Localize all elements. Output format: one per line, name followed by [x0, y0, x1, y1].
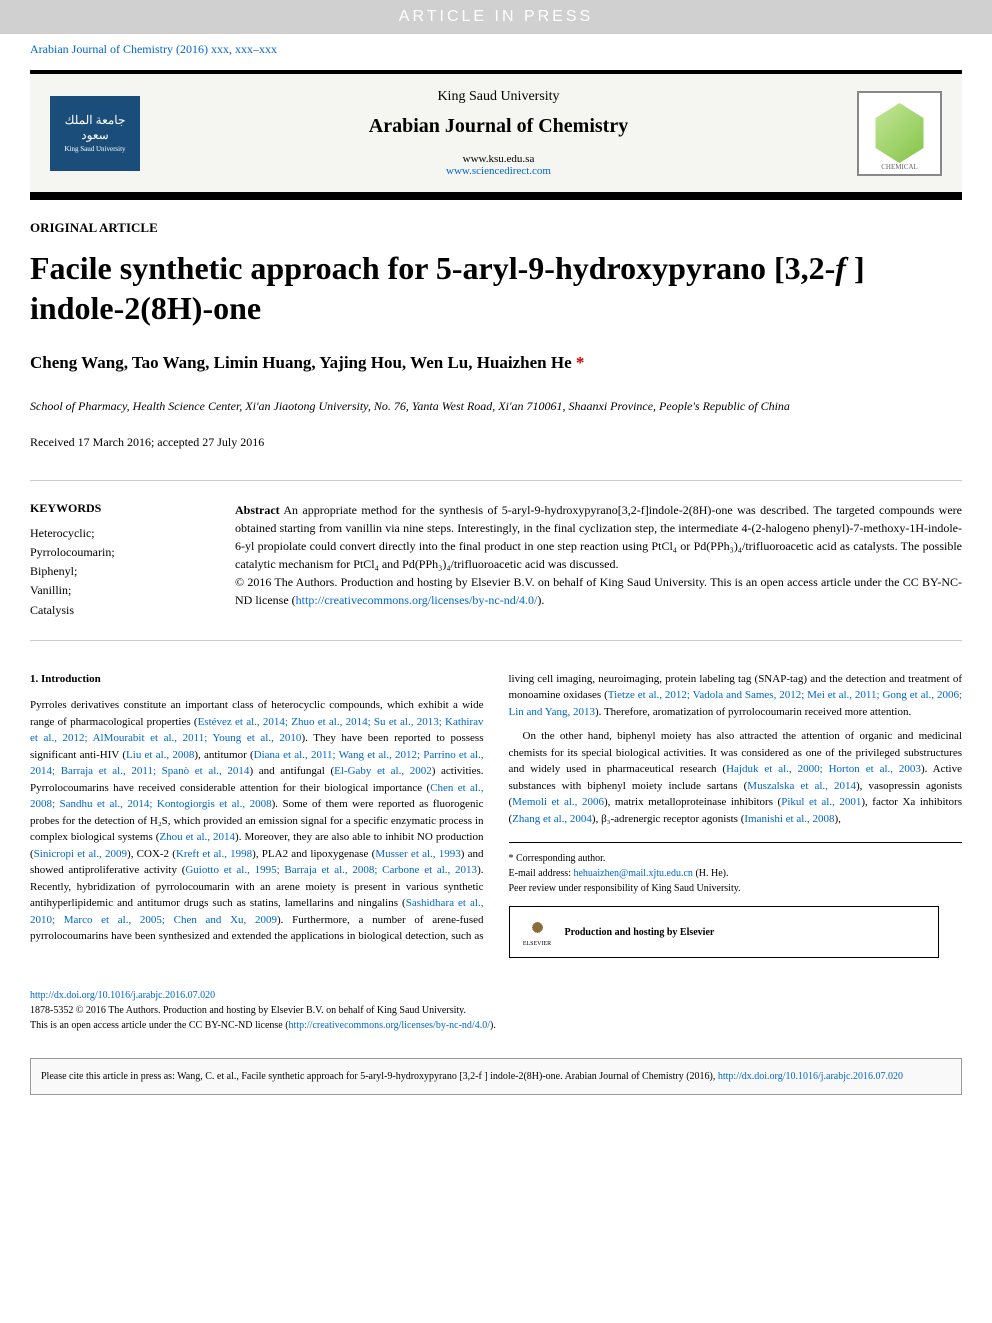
url-ksu: www.ksu.edu.sa — [140, 153, 857, 165]
journal-urls: www.ksu.edu.sa www.sciencedirect.com — [140, 153, 857, 177]
intro-text: ) and antifungal ( — [249, 765, 334, 777]
keywords-panel: KEYWORDS Heterocyclic; Pyrrolocoumarin; … — [30, 501, 210, 620]
oa-close: ). — [490, 1020, 496, 1031]
journal-reference: Arabian Journal of Chemistry (2016) xxx,… — [0, 34, 992, 65]
citation-link[interactable]: Musser et al., 1993 — [375, 848, 460, 860]
url-sciencedirect[interactable]: www.sciencedirect.com — [140, 165, 857, 177]
email-name: (H. He). — [693, 868, 729, 879]
corresponding-author: * Corresponding author. — [509, 851, 963, 866]
university-name: King Saud University — [140, 89, 857, 105]
cite-doi-link[interactable]: http://dx.doi.org/10.1016/j.arabjc.2016.… — [718, 1071, 903, 1082]
article-type: ORIGINAL ARTICLE — [30, 220, 962, 236]
abstract-close: ). — [537, 593, 544, 607]
article-dates: Received 17 March 2016; accepted 27 July… — [30, 435, 962, 450]
corresponding-star: * — [572, 353, 585, 372]
author-list: Cheng Wang, Tao Wang, Limin Huang, Yajin… — [30, 353, 572, 372]
abstract-label: Abstract — [235, 503, 280, 517]
intro-text: ), β₃-adrenergic receptor agonists ( — [592, 813, 744, 825]
email-line: E-mail address: hehuaizhen@mail.xjtu.edu… — [509, 866, 963, 881]
footnotes: * Corresponding author. E-mail address: … — [509, 842, 963, 958]
ksu-english-text: King Saud University — [64, 145, 125, 153]
citation-link[interactable]: Muszalska et al., 2014 — [747, 780, 856, 792]
ksu-logo: جامعة الملك سعود King Saud University — [50, 96, 140, 171]
body-columns: 1. Introduction Pyrroles derivatives con… — [30, 671, 962, 959]
hosting-box: ELSEVIER Production and hosting by Elsev… — [509, 906, 940, 958]
citation-link[interactable]: Memoli et al., 2006 — [512, 796, 604, 808]
chemical-label: CHEMICAL — [881, 163, 918, 171]
citation-link[interactable]: Zhou et al., 2014 — [159, 831, 235, 843]
citation-box: Please cite this article in press as: Wa… — [30, 1058, 962, 1095]
bottom-section: http://dx.doi.org/10.1016/j.arabjc.2016.… — [0, 988, 992, 1048]
abstract-text: Abstract An appropriate method for the s… — [235, 501, 962, 620]
cc-license-link[interactable]: http://creativecommons.org/licenses/by-n… — [296, 593, 538, 607]
title-part1: Facile synthetic approach for 5-aryl-9-h… — [30, 250, 835, 286]
header-divider — [30, 192, 962, 200]
citation-link[interactable]: Liu et al., 2008 — [126, 749, 194, 761]
cite-text: Please cite this article in press as: Wa… — [41, 1071, 718, 1082]
citation-link[interactable]: Hajduk et al., 2000; Horton et al., 2003 — [726, 763, 921, 775]
journal-name: Arabian Journal of Chemistry — [140, 115, 857, 138]
open-access-line: This is an open access article under the… — [30, 1018, 962, 1033]
citation-link[interactable]: Zhang et al., 2004 — [512, 813, 592, 825]
intro-para2: On the other hand, biphenyl moiety has a… — [509, 728, 963, 827]
journal-header: جامعة الملك سعود King Saud University Ki… — [30, 70, 962, 192]
citation-link[interactable]: Imanishi et al., 2008 — [744, 813, 834, 825]
intro-text: ), — [835, 813, 841, 825]
elsevier-text: ELSEVIER — [523, 940, 551, 949]
citation-link[interactable]: Kreft et al., 1998 — [176, 848, 252, 860]
oa-text: This is an open access article under the… — [30, 1020, 289, 1031]
intro-text: ), antitumor ( — [194, 749, 253, 761]
header-center: King Saud University Arabian Journal of … — [140, 89, 857, 177]
chemical-logo: CHEMICAL — [857, 91, 942, 176]
email-link[interactable]: hehuaizhen@mail.xjtu.edu.cn — [573, 868, 692, 879]
keywords-title: KEYWORDS — [30, 501, 210, 516]
elsevier-tree-icon — [525, 915, 550, 940]
intro-title: 1. Introduction — [30, 671, 484, 688]
article-in-press-banner: ARTICLE IN PRESS — [0, 0, 992, 34]
keywords-list: Heterocyclic; Pyrrolocoumarin; Biphenyl;… — [30, 524, 210, 620]
citation-link[interactable]: El-Gaby et al., 2002 — [334, 765, 432, 777]
affiliation: School of Pharmacy, Health Science Cente… — [30, 398, 962, 415]
issn-copyright: 1878-5352 © 2016 The Authors. Production… — [30, 1003, 962, 1018]
intro-text: ), COX-2 ( — [127, 848, 176, 860]
citation-link[interactable]: Sinicropi et al., 2009 — [34, 848, 127, 860]
hosting-text: Production and hosting by Elsevier — [565, 925, 715, 940]
title-italic: f — [835, 250, 846, 286]
intro-text: ). Therefore, aromatization of pyrroloco… — [595, 706, 911, 718]
peer-review: Peer review under responsibility of King… — [509, 881, 963, 896]
abstract-body: An appropriate method for the synthesis … — [235, 503, 962, 571]
citation-link[interactable]: Pikul et al., 2001 — [781, 796, 861, 808]
cc-link-bottom[interactable]: http://creativecommons.org/licenses/by-n… — [289, 1020, 490, 1031]
chemical-hexagon — [870, 103, 930, 163]
intro-text: ), PLA2 and lipoxygenase ( — [252, 848, 375, 860]
intro-text: ), matrix metalloproteinase inhibitors ( — [604, 796, 781, 808]
email-label: E-mail address: — [509, 868, 574, 879]
elsevier-logo: ELSEVIER — [520, 912, 555, 952]
citation-link[interactable]: Guiotto et al., 1995; Barraja et al., 20… — [185, 864, 477, 876]
authors: Cheng Wang, Tao Wang, Limin Huang, Yajin… — [30, 353, 962, 373]
article-title: Facile synthetic approach for 5-aryl-9-h… — [30, 248, 962, 328]
doi-link[interactable]: http://dx.doi.org/10.1016/j.arabjc.2016.… — [30, 988, 962, 1003]
abstract-section: KEYWORDS Heterocyclic; Pyrrolocoumarin; … — [30, 480, 962, 641]
ksu-arabic-text: جامعة الملك سعود — [50, 113, 140, 143]
